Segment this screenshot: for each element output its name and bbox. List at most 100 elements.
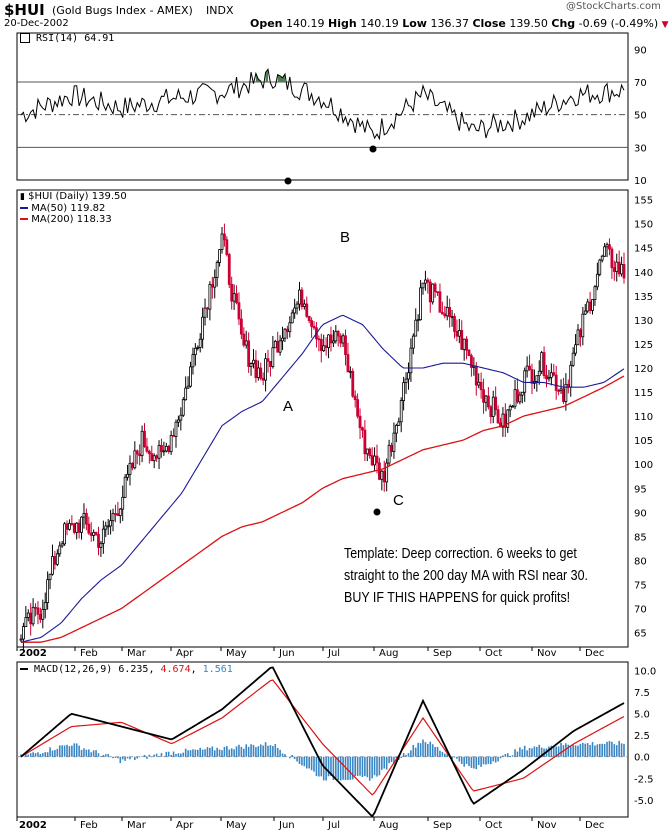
rsi-line — [20, 68, 625, 141]
price-candle-body — [99, 542, 103, 548]
macd-x-tick-label: Sep — [433, 820, 452, 831]
price-candle-body — [477, 381, 481, 386]
price-candle-body — [438, 291, 442, 313]
macd-x-tick-label: Aug — [379, 820, 399, 831]
price-candle-body — [620, 264, 623, 275]
price-candle-body — [506, 409, 510, 428]
price-candle-body — [184, 387, 188, 401]
price-candle-body — [53, 556, 57, 565]
price-candle-body — [327, 334, 330, 348]
price-candle-body — [247, 340, 251, 367]
price-candle-body — [523, 370, 527, 393]
price-candle-body — [508, 405, 512, 411]
price-candle-body — [235, 293, 238, 304]
price-candle-body — [528, 365, 531, 370]
price-candle-body — [29, 612, 33, 625]
price-candle-body — [244, 340, 248, 346]
price-candle-body — [348, 370, 352, 373]
price-candle-body — [482, 389, 485, 403]
price-candle-body — [26, 612, 30, 618]
price-candle-body — [283, 328, 287, 339]
price-candle-body — [494, 396, 498, 411]
price-candle-body — [595, 273, 599, 288]
price-candle-body — [583, 310, 587, 315]
down-arrow-icon: ▼ — [661, 20, 669, 30]
price-candle-body — [361, 427, 364, 431]
price-candle-body — [191, 354, 195, 368]
macd-y-tick-label: 0.0 — [634, 753, 650, 764]
price-y-tick-label: 100 — [634, 460, 653, 471]
price-candle-body — [227, 254, 231, 285]
price-candle-body — [399, 400, 403, 423]
price-x-tick-label: Jul — [328, 648, 341, 659]
price-candle-body — [290, 312, 294, 324]
price-candle-body — [436, 291, 439, 294]
price-candle-body — [302, 303, 306, 307]
price-candle-body — [77, 522, 81, 533]
price-y-tick-label: 120 — [634, 364, 653, 375]
price-candle-body — [140, 430, 144, 457]
price-y-tick-label: 70 — [634, 605, 647, 616]
price-candle-body — [455, 330, 459, 337]
annotation-b: B — [340, 229, 351, 246]
price-candle-body — [22, 626, 25, 640]
price-candle-body — [34, 606, 37, 609]
exchange: INDX — [206, 4, 234, 17]
price-x-tick-label: Sep — [433, 648, 452, 659]
price-candle-body — [336, 330, 340, 337]
price-candle-body — [87, 523, 91, 534]
price-candle-body — [261, 377, 265, 381]
ma200-line — [21, 375, 625, 643]
price-candle-body — [196, 347, 200, 349]
price-candle-body — [612, 267, 616, 272]
price-candle-body — [307, 315, 311, 322]
price-candle-body — [167, 445, 171, 453]
price-candle-body — [356, 399, 360, 417]
price-candle-body — [72, 523, 76, 533]
price-candle-body — [334, 330, 338, 342]
date: 20-Dec-2002 — [4, 18, 69, 29]
macd-x-tick-label: Mar — [127, 820, 146, 831]
price-candle-body — [402, 382, 406, 401]
price-candle-body — [198, 338, 202, 348]
template-note-line-2: straight to the 200 day MA with RSI near… — [344, 568, 588, 584]
signal-line — [20, 679, 625, 796]
price-candle-body — [128, 462, 132, 475]
price-candle-body — [547, 377, 551, 380]
macd-x-tick-label: Dec — [585, 820, 605, 831]
price-candle-body — [470, 355, 473, 368]
price-candle-body — [169, 435, 173, 453]
macd-panel-frame — [16, 661, 629, 818]
price-candle-body — [319, 338, 323, 352]
price-x-tick-label: May — [226, 648, 247, 659]
price-candle-body — [346, 354, 350, 373]
price-candle-body — [145, 446, 149, 452]
price-candle-body — [622, 264, 626, 279]
price-candle-body — [300, 289, 304, 307]
macd-x-tick-label: 2002 — [19, 820, 47, 831]
price-candle-body — [329, 334, 333, 344]
price-candle-body — [210, 284, 214, 288]
price-candle-body — [295, 303, 299, 309]
price-candle-body — [252, 359, 255, 364]
price-candle-body — [193, 347, 197, 356]
price-candle-body — [218, 249, 221, 263]
price-candle-body — [569, 364, 573, 388]
macd-line — [20, 666, 625, 818]
price-candle-body — [157, 444, 161, 459]
price-candle-body — [407, 372, 410, 380]
rsi-y-tick-label: 10 — [634, 176, 647, 187]
price-candle-body — [104, 525, 108, 530]
macd-legend-value: 6.235 — [118, 664, 149, 675]
price-candle-body — [60, 543, 64, 547]
price-candle-body — [520, 391, 524, 396]
price-candle-body — [92, 531, 96, 536]
macd-x-tick-label: Apr — [176, 820, 194, 831]
ma50-legend-value: 119.82 — [70, 203, 106, 214]
macd-y-tick-label: 7.5 — [634, 688, 650, 699]
price-candle-body — [232, 293, 236, 302]
price-candle-body — [392, 432, 396, 452]
price-candle-body — [428, 281, 432, 303]
high-value: 140.19 — [360, 17, 399, 30]
chg-value: -0.69 (-0.49%) — [578, 17, 659, 30]
